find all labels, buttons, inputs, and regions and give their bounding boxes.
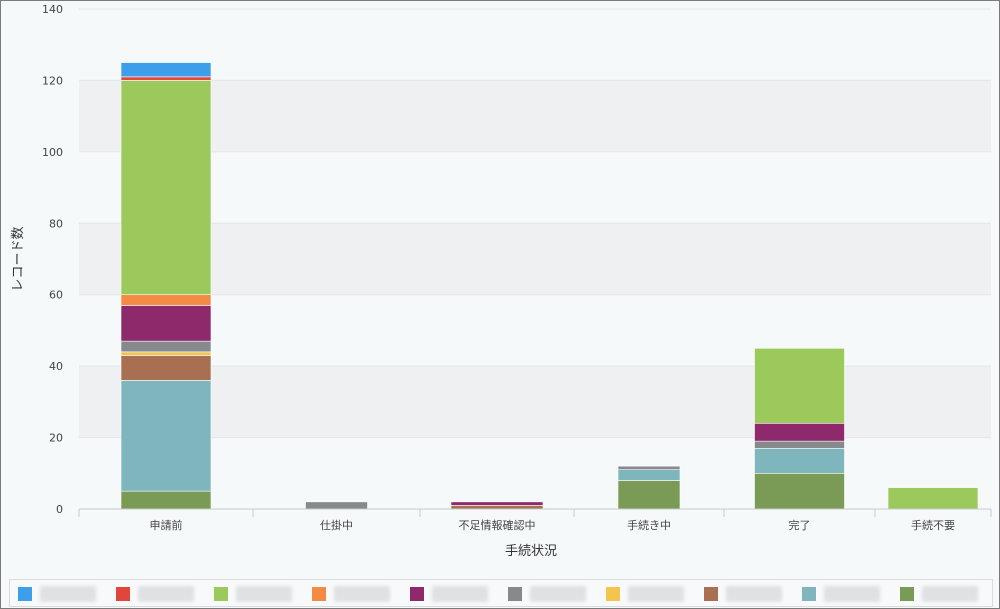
y-tick-label: 80 <box>49 217 63 230</box>
y-tick-label: 60 <box>49 289 63 302</box>
legend-swatch <box>606 587 620 601</box>
y-tick-label: 20 <box>49 432 63 445</box>
bar-segment[interactable] <box>305 501 368 510</box>
plot-band <box>79 294 991 367</box>
x-tick-label: 完了 <box>789 518 811 532</box>
legend-label-redacted <box>726 586 782 602</box>
x-tick-label: 手続不要 <box>911 518 955 532</box>
legend-swatch <box>508 587 522 601</box>
bar-segment[interactable] <box>120 62 212 78</box>
bar-segment[interactable] <box>450 505 544 510</box>
bar-segment[interactable] <box>617 465 681 471</box>
legend-label-redacted <box>922 586 978 602</box>
x-tick-label: 手続き中 <box>627 518 671 532</box>
x-tick-label: 不足情報確認中 <box>459 518 536 532</box>
bar-segment[interactable] <box>120 490 212 510</box>
legend-label-redacted <box>40 586 96 602</box>
legend-swatch <box>704 587 718 601</box>
bar-segment[interactable] <box>120 351 212 356</box>
plot-band <box>79 9 991 81</box>
bar-segment[interactable] <box>754 347 845 424</box>
plot-bands <box>79 9 991 509</box>
bar-segment[interactable] <box>120 80 212 296</box>
x-tick-label: 仕掛中 <box>320 518 353 532</box>
legend <box>9 579 993 607</box>
bar-segment[interactable] <box>120 380 212 492</box>
bar-segment[interactable] <box>617 480 681 510</box>
bar-segment[interactable] <box>754 472 845 510</box>
x-axis-title: 手続状況 <box>505 544 557 559</box>
plot-band <box>79 80 991 152</box>
y-tick-label: 40 <box>49 360 63 373</box>
bar-segment[interactable] <box>120 76 212 81</box>
y-tick-label: 140 <box>42 3 63 16</box>
bar-segment[interactable] <box>617 469 681 481</box>
x-axis: 申請前 仕掛中 不足情報確認中 手続き中 完了 手続不要 <box>78 508 992 532</box>
legend-swatch <box>116 587 130 601</box>
bar-segment[interactable] <box>120 355 212 381</box>
bar-segment[interactable] <box>887 487 979 510</box>
y-tick-label: 0 <box>56 503 63 516</box>
bar-segment[interactable] <box>754 440 845 449</box>
y-tick-label: 100 <box>42 146 63 159</box>
bar-segment[interactable] <box>120 305 212 342</box>
legend-swatch <box>802 587 816 601</box>
plot-band <box>79 223 991 295</box>
legend-swatch <box>312 587 326 601</box>
plot-band <box>79 151 991 224</box>
plot-band <box>79 366 991 438</box>
y-tick-label: 120 <box>42 74 63 87</box>
legend-label-redacted <box>432 586 488 602</box>
legend-label-redacted <box>334 586 390 602</box>
bar-segment[interactable] <box>120 294 212 306</box>
y-axis-title: レコード数 <box>11 226 26 291</box>
legend-label-redacted <box>138 586 194 602</box>
bar-segment[interactable] <box>120 340 212 353</box>
legend-swatch <box>410 587 424 601</box>
legend-label-redacted <box>236 586 292 602</box>
bar-segment[interactable] <box>754 422 845 442</box>
bar-segment[interactable] <box>754 447 845 474</box>
gridlines <box>79 8 991 510</box>
x-tick-label: 申請前 <box>150 518 183 532</box>
plot-band <box>79 437 991 509</box>
legend-label-redacted <box>530 586 586 602</box>
bar-segment[interactable] <box>450 501 544 506</box>
legend-swatch <box>18 587 32 601</box>
legend-label-redacted <box>824 586 880 602</box>
legend-label-redacted <box>628 586 684 602</box>
legend-swatch <box>900 587 914 601</box>
legend-swatch <box>214 587 228 601</box>
y-axis-ticks: 0 20 40 60 80 100 120 140 <box>42 3 63 516</box>
bars <box>120 62 979 510</box>
